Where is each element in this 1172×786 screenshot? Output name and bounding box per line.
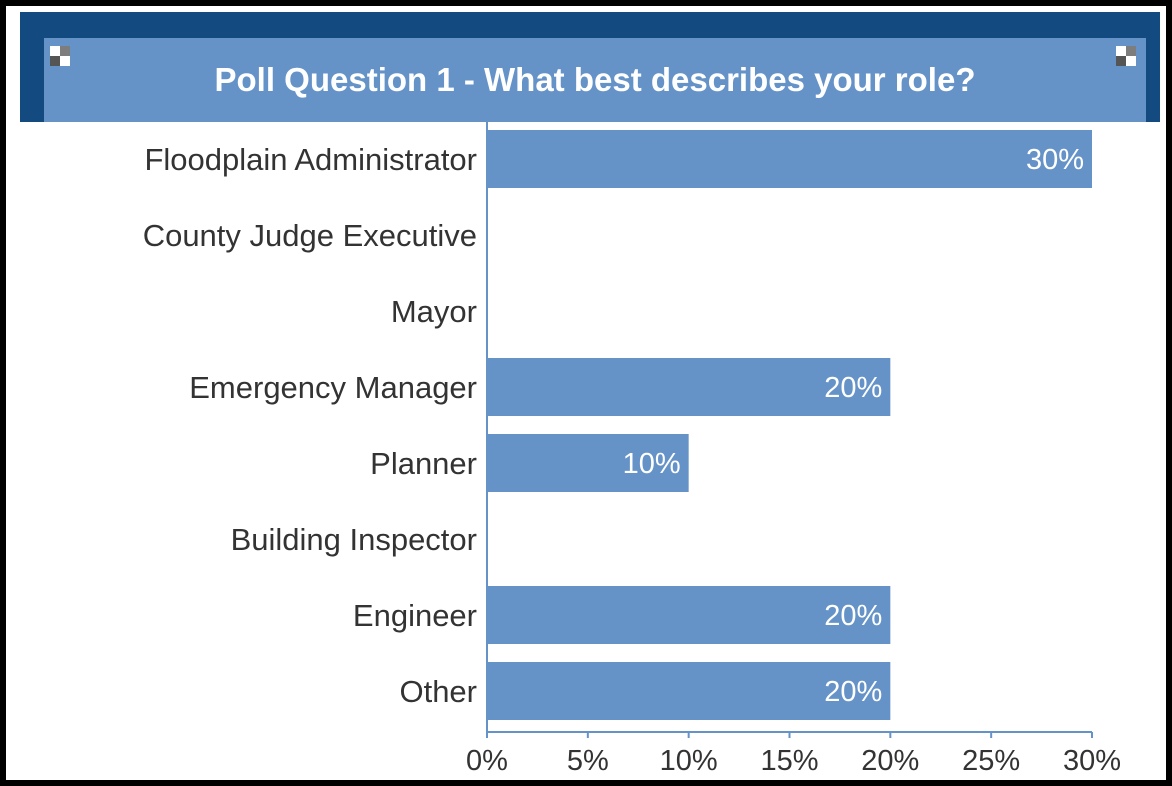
category-label: Building Inspector [231,522,477,557]
bar [487,586,891,644]
x-tick-label: 15% [760,745,818,777]
category-label: Mayor [391,294,477,329]
bar [487,434,689,492]
x-tick-label: 30% [1063,745,1121,777]
data-label: 20% [824,676,882,708]
category-label: Floodplain Administrator [144,142,477,177]
bar [487,358,891,416]
category-label: Emergency Manager [189,370,477,405]
x-tick-label: 25% [962,745,1020,777]
data-label: 30% [1026,144,1084,176]
x-tick-label: 20% [861,745,919,777]
category-label: Engineer [353,598,477,633]
title-bar: Poll Question 1 - What best describes yo… [44,38,1146,122]
checker-decoration-left [50,46,70,66]
bar-chart: Floodplain Administrator 30% County Judge … [143,116,1121,777]
category-label: Other [399,674,477,709]
data-label: 10% [623,448,681,480]
checker-decoration-right [1116,46,1136,66]
bar [487,130,1092,188]
chart-title: Poll Question 1 - What best describes yo… [214,61,976,98]
category-label: Planner [370,446,477,481]
data-label: 20% [824,600,882,632]
x-tick-label: 0% [466,745,508,777]
poll-frame: Poll Question 1 - What best describes yo… [6,6,1166,780]
category-label: County Judge Executive [143,218,477,253]
x-tick-label: 5% [567,745,609,777]
x-tick-label: 10% [660,745,718,777]
data-label: 20% [824,372,882,404]
bar [487,662,891,720]
